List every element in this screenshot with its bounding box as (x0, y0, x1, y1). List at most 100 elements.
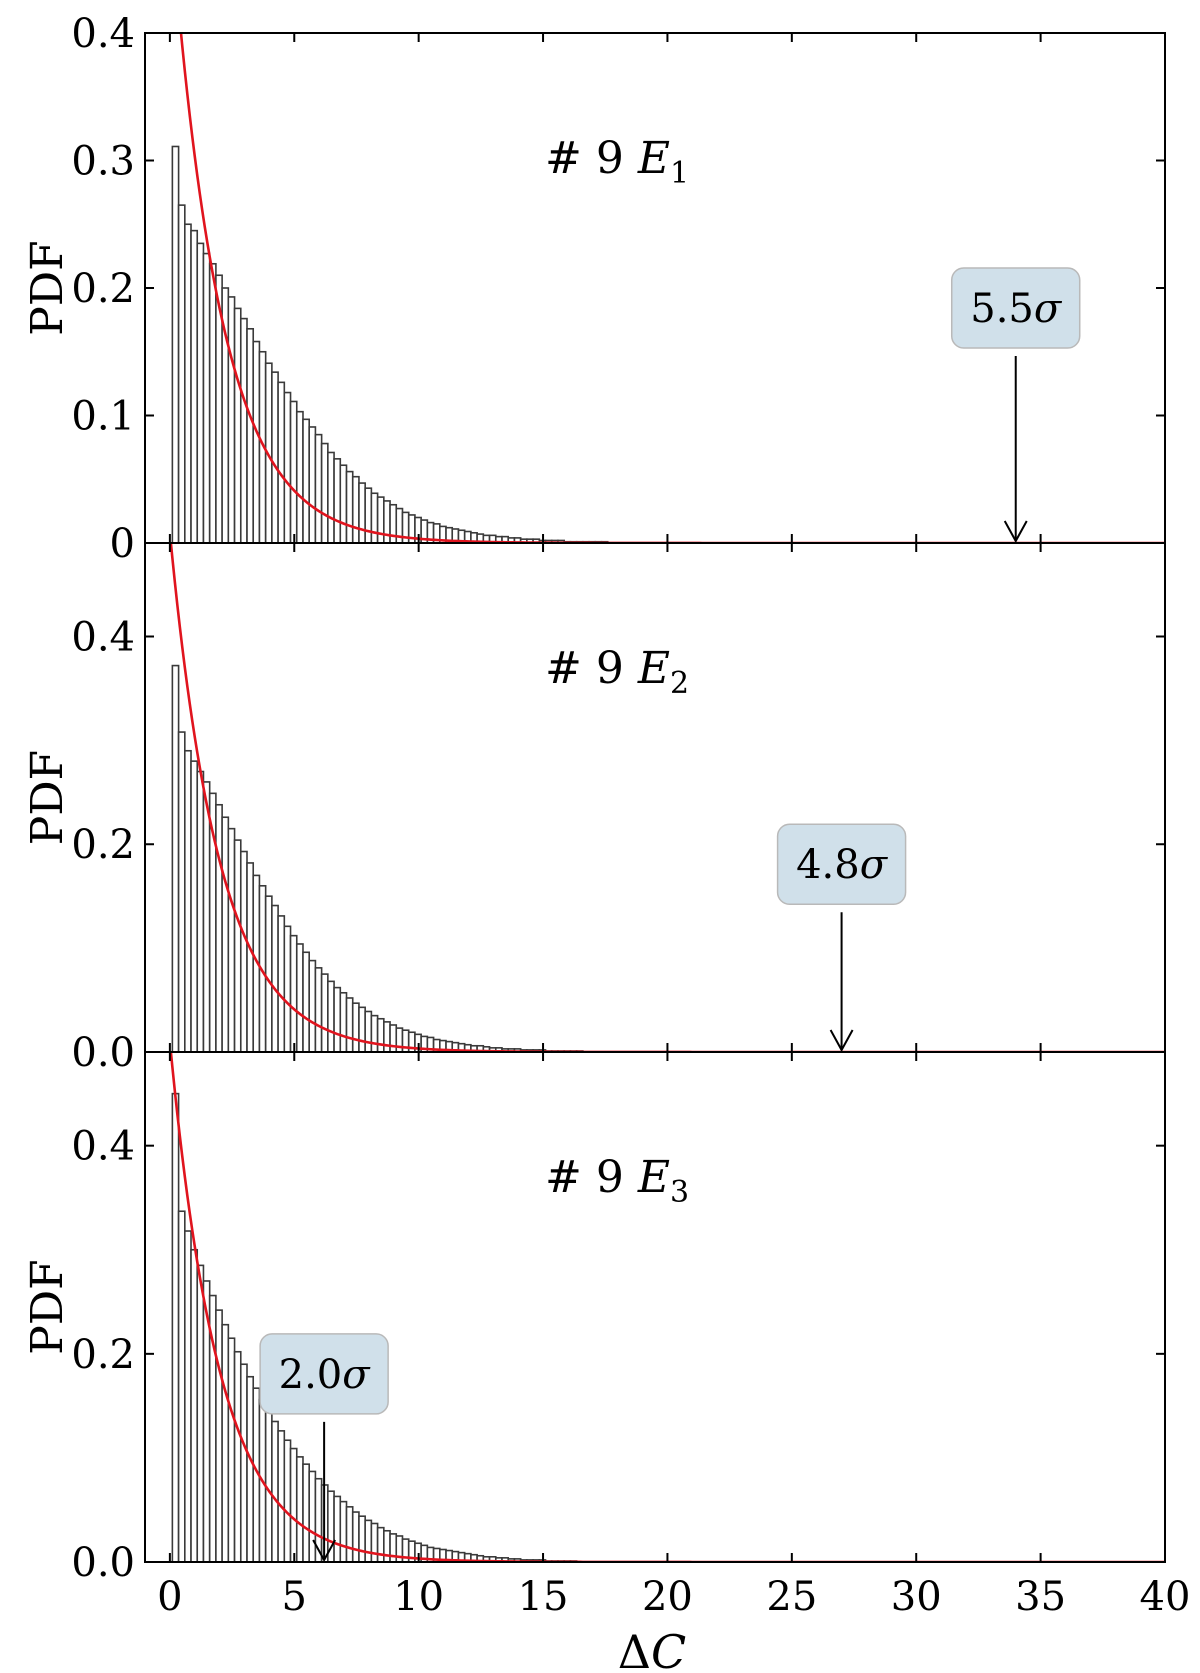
axes-frame (144, 1051, 1166, 1563)
histogram-bar (202, 781, 211, 1053)
histogram-bar (233, 1350, 242, 1563)
histogram-bar (283, 1439, 292, 1563)
annotation-label: 5.5σ (970, 286, 1063, 332)
panel-1: 0 0.1 0.2 0.3 0.4 PDF # 9 E1 5.5σ (22, 11, 1166, 567)
histogram-bar (184, 749, 192, 1053)
histogram-bar (308, 1470, 317, 1563)
annotation-box (776, 823, 907, 905)
y-axis-label: PDF (22, 240, 73, 335)
histogram-bar (358, 1006, 366, 1053)
panel-label: # 9 E1 (545, 133, 689, 191)
histogram-bar (196, 1264, 205, 1563)
histogram-bar (221, 816, 230, 1053)
y-tick-label: 0.4 (71, 614, 135, 660)
histogram-bar (227, 827, 236, 1053)
histogram-bar (215, 1309, 223, 1563)
histogram-bar (277, 1430, 286, 1563)
histogram-bar (376, 1017, 385, 1053)
histogram-bar (227, 296, 236, 544)
panel-2: 0.0 0.2 0.4 PDF # 9 E2 4.8σ (22, 542, 1166, 1076)
histogram-bar (333, 1495, 342, 1563)
histogram-bar (302, 418, 311, 544)
histogram-bars (171, 1092, 578, 1563)
x-tick-label: 30 (891, 1574, 942, 1620)
histogram-bar (196, 242, 205, 544)
histogram-bar (376, 496, 385, 544)
histogram-bar (389, 1024, 398, 1053)
histogram-bar (215, 803, 223, 1053)
histogram-bar (383, 1529, 391, 1563)
histogram-bar (351, 1002, 360, 1053)
x-tick-label: 20 (642, 1574, 693, 1620)
histogram-bar (295, 1456, 304, 1563)
histogram-bar (295, 943, 304, 1053)
histogram-bar (370, 492, 379, 544)
y-tick-label: 0.2 (71, 822, 135, 868)
x-tick-label: 0 (157, 1574, 182, 1620)
histogram-bar (264, 895, 273, 1053)
histogram-bar (395, 1027, 404, 1053)
histogram-bar (190, 229, 199, 544)
histogram-bar (308, 959, 317, 1053)
histogram-bar (277, 381, 286, 544)
histogram-bar (339, 464, 348, 544)
histogram-bar (233, 307, 242, 544)
annotation-box (950, 267, 1081, 349)
histogram-bar (370, 1014, 379, 1053)
histogram-bar (227, 1337, 236, 1563)
histogram-bar (345, 1506, 354, 1563)
y-tick-label: 0.4 (71, 1124, 135, 1170)
histogram-bar (376, 1526, 385, 1563)
histogram-bar (345, 997, 354, 1053)
histogram-bar (339, 1500, 348, 1563)
histogram-bar (171, 145, 180, 544)
x-tick-label: 10 (393, 1574, 444, 1620)
histogram-bar (327, 980, 335, 1053)
histogram-bar (184, 223, 192, 544)
annotation-box (259, 1333, 389, 1415)
x-tick-label: 40 (1140, 1574, 1191, 1620)
histogram-bar (202, 252, 211, 544)
annotation-label: 2.0σ (279, 1352, 372, 1398)
histogram-bar (239, 850, 248, 1053)
histogram-bar (208, 262, 217, 544)
panels-layer: 0 0.1 0.2 0.3 0.4 PDF # 9 E1 5.5σ 0.0 0.2 0.4 PDF # … (22, 11, 1191, 1620)
histogram-bar (339, 991, 348, 1053)
significance-annotation: 4.8σ (776, 823, 907, 1053)
histogram-bar (289, 400, 298, 544)
histogram-bar (177, 1210, 186, 1563)
histogram-bar (295, 410, 304, 544)
x-tick-label: 35 (1015, 1574, 1066, 1620)
histogram-bar (345, 470, 354, 544)
histogram-bar (246, 327, 255, 544)
histogram-bar (196, 770, 205, 1053)
histogram-bar (239, 317, 248, 544)
histogram-bar (283, 391, 292, 544)
histogram-bar (289, 934, 298, 1053)
histogram-bar (271, 371, 279, 544)
annotation-arrowhead (829, 1029, 854, 1053)
x-tick-label: 15 (518, 1574, 569, 1620)
histogram-bar (364, 1010, 373, 1053)
histogram-bar (314, 967, 323, 1053)
histogram-bar (246, 862, 255, 1053)
histogram-bar (351, 1511, 360, 1563)
histogram-bar (333, 458, 342, 544)
histogram-bar (246, 1375, 255, 1563)
histogram-bar (370, 1522, 379, 1563)
histogram-bar (177, 204, 186, 544)
histogram-bar (184, 1230, 192, 1563)
histogram-bar (233, 839, 242, 1053)
histogram-bar (289, 1447, 298, 1563)
y-axis-label: PDF (22, 1259, 73, 1354)
y-tick-label: 0 (110, 521, 135, 567)
y-tick-label: 0.2 (71, 266, 135, 312)
histogram-bar (308, 426, 317, 544)
significance-annotation: 2.0σ (259, 1333, 389, 1563)
y-tick-label: 0.3 (71, 139, 135, 185)
histogram-bar (389, 1533, 398, 1563)
histogram-bars (171, 664, 584, 1053)
histogram-bar (327, 451, 335, 544)
histogram-bar (364, 487, 373, 544)
